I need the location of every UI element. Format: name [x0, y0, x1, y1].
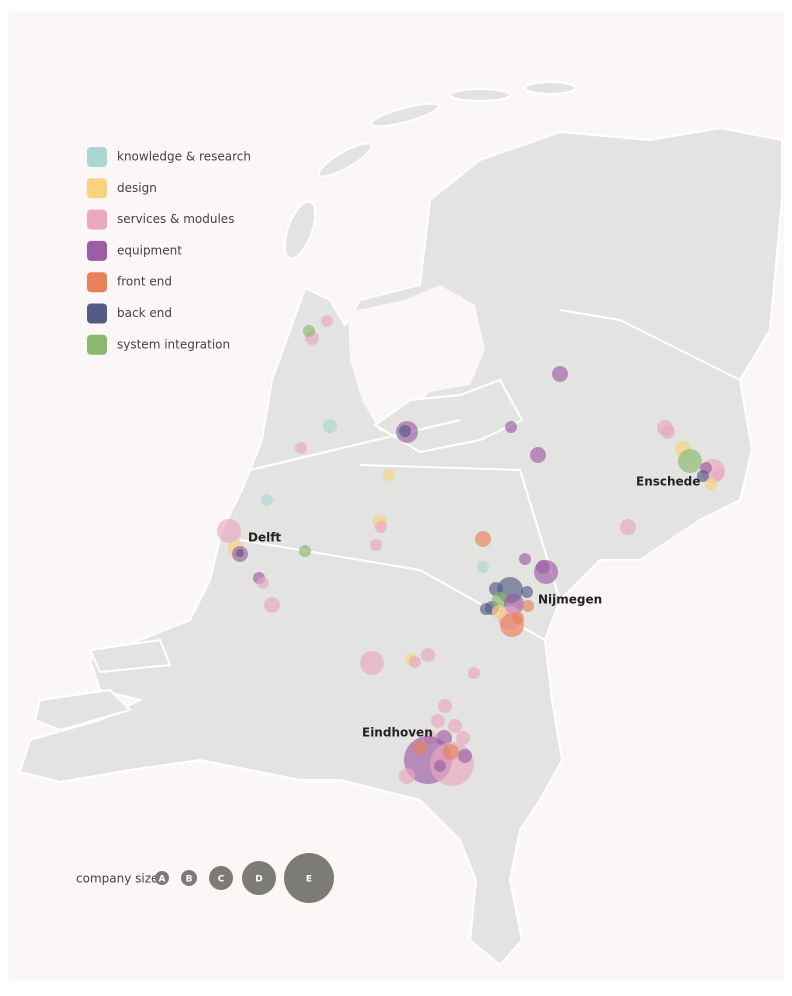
company-bubble — [236, 549, 244, 557]
city-labels: Delft Enschede Nijmegen Eindhoven — [248, 475, 700, 740]
company-bubble — [620, 519, 636, 535]
size-label: D — [255, 875, 262, 885]
size-legend-title: company size — [76, 872, 158, 886]
legend-swatch — [87, 334, 107, 355]
company-bubble — [512, 612, 524, 624]
legend-label: front end — [117, 275, 172, 289]
company-bubble — [530, 447, 546, 463]
company-bubble — [323, 419, 337, 433]
company-bubble — [217, 519, 241, 543]
island — [524, 81, 576, 95]
island — [449, 88, 511, 102]
company-bubble — [383, 469, 395, 481]
company-bubble — [468, 667, 480, 679]
company-bubble — [375, 521, 387, 533]
legend-swatch — [87, 209, 107, 230]
company-bubble — [431, 714, 445, 728]
legend-swatch — [87, 240, 107, 261]
company-bubble — [456, 731, 470, 745]
company-bubble — [475, 531, 491, 547]
company-bubble — [321, 315, 333, 327]
size-circle — [209, 866, 233, 890]
company-bubble — [438, 699, 452, 713]
legend-swatch — [87, 178, 107, 199]
company-bubble — [480, 603, 492, 615]
island — [317, 142, 373, 178]
legend-label: system integration — [117, 337, 230, 351]
size-circle — [284, 853, 334, 903]
company-bubble — [413, 741, 427, 755]
city-label: Enschede — [636, 475, 700, 489]
legend-swatch — [87, 147, 107, 167]
legend-swatch — [87, 303, 107, 324]
company-bubble — [697, 470, 709, 482]
company-bubble — [399, 425, 411, 437]
company-bubble — [678, 449, 702, 473]
company-bubble — [705, 478, 717, 490]
company-bubble — [458, 749, 472, 763]
company-bubble — [519, 553, 531, 565]
legend-label: knowledge & research — [117, 150, 251, 164]
size-circle — [155, 871, 169, 885]
island — [283, 200, 317, 260]
company-bubble — [264, 597, 280, 613]
company-bubble — [492, 605, 506, 619]
company-bubble — [421, 648, 435, 662]
bubbles — [217, 315, 725, 786]
size-circle — [181, 870, 197, 886]
company-bubble — [370, 539, 382, 551]
company-bubble — [552, 366, 568, 382]
island — [370, 102, 440, 128]
size-label: C — [218, 875, 225, 885]
company-bubble — [434, 760, 446, 772]
size-label: B — [186, 875, 193, 885]
size-label: E — [306, 875, 312, 885]
company-bubble — [261, 494, 273, 506]
size-label: A — [159, 875, 166, 885]
size-legend: company size A B C D E — [76, 853, 334, 903]
company-bubble — [409, 656, 421, 668]
island — [88, 638, 172, 674]
legend-swatch — [87, 272, 107, 293]
company-bubble — [661, 425, 675, 439]
city-label: Delft — [248, 531, 281, 545]
company-bubble — [712, 468, 724, 480]
border — [239, 309, 741, 641]
company-bubble — [399, 768, 415, 784]
company-bubble — [299, 545, 311, 557]
company-bubble — [505, 421, 517, 433]
company-bubble — [295, 442, 307, 454]
legend-label: back end — [117, 306, 172, 320]
company-bubble — [521, 586, 533, 598]
company-bubble — [360, 651, 384, 675]
company-bubble — [522, 600, 534, 612]
company-bubble — [477, 561, 489, 573]
legend-label: services & modules — [117, 212, 234, 226]
land — [18, 81, 783, 967]
lake — [348, 285, 485, 432]
city-label: Nijmegen — [538, 593, 602, 607]
legend: knowledge & research design services & mod… — [87, 147, 251, 355]
city-label: Eindhoven — [362, 726, 433, 740]
island — [33, 688, 132, 732]
company-bubble — [257, 577, 269, 589]
company-bubble — [303, 325, 315, 337]
size-circle — [242, 861, 276, 895]
company-bubble — [448, 719, 462, 733]
legend-label: equipment — [117, 243, 182, 257]
company-bubble — [536, 560, 550, 574]
company-bubble — [443, 744, 459, 760]
legend-label: design — [117, 181, 157, 195]
